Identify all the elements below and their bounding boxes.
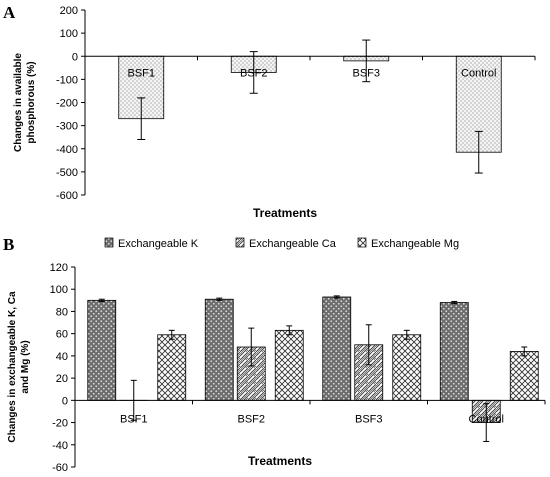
- category-label-bsf3: BSF3: [352, 67, 380, 79]
- y-tick-label: -20: [52, 418, 68, 430]
- y-tick-label: -400: [56, 144, 78, 156]
- y-axis-label-line: Changes in available: [13, 53, 24, 152]
- x-axis-label-a: Treatments: [253, 206, 317, 220]
- panel-letter-b: B: [3, 235, 14, 254]
- bar-control-exchangeable-k: [439, 302, 469, 401]
- y-axis-label-a: Changes in available phosphorous (%): [13, 53, 37, 152]
- legend-swatch-exchangeable-ca: [235, 237, 245, 248]
- legend-label-exchangeable-mg: Exchangeable Mg: [371, 238, 459, 250]
- y-axis-label-line: phosphorous (%): [26, 61, 37, 143]
- bar-control-exchangeable-mg: [509, 351, 539, 401]
- legend-b: Exchangeable K Exchangeable Ca Exchangeabl…: [104, 237, 459, 250]
- legend-swatch-exchangeable-k: [104, 237, 114, 248]
- y-axis-label-line: and Mg (%): [20, 340, 31, 393]
- category-label-bsf1: BSF1: [120, 413, 148, 425]
- y-tick-label: 100: [60, 28, 78, 40]
- y-tick-label: 0: [62, 395, 68, 407]
- y-tick-label: -40: [52, 440, 68, 452]
- y-tick-label: -60: [52, 462, 68, 474]
- legend-label-exchangeable-ca: Exchangeable Ca: [249, 238, 337, 250]
- bar-bsf3-exchangeable-mg: [392, 334, 422, 401]
- x-axis-label-b: Treatments: [248, 454, 312, 468]
- y-tick-label: -500: [56, 167, 78, 179]
- panel-letter-a: A: [3, 3, 16, 22]
- category-label-control: Control: [469, 413, 504, 425]
- y-tick-label: -600: [56, 190, 78, 202]
- y-tick-label: 20: [56, 373, 68, 385]
- chart-a: A Changes in available phosphorous (%) -6…: [3, 3, 536, 220]
- y-tick-label: 120: [50, 262, 68, 274]
- y-tick-label: 80: [56, 306, 68, 318]
- bar-bsf2-exchangeable-k: [204, 298, 234, 401]
- legend-swatch-exchangeable-mg: [357, 237, 367, 248]
- y-axis-label-b: Changes in exchangeable K, Ca and Mg (%): [7, 291, 31, 443]
- legend-label-exchangeable-k: Exchangeable K: [118, 238, 199, 250]
- bar-bsf1-exchangeable-mg: [157, 334, 187, 401]
- y-tick-label: 100: [50, 284, 68, 296]
- y-tick-label: -300: [56, 121, 78, 133]
- category-label-bsf1: BSF1: [127, 67, 155, 79]
- category-label-bsf2: BSF2: [237, 413, 265, 425]
- category-label-bsf2: BSF2: [240, 67, 268, 79]
- category-label-bsf3: BSF3: [355, 413, 383, 425]
- y-tick-label: 0: [72, 51, 78, 63]
- bar-bsf2-exchangeable-mg: [274, 329, 304, 401]
- bar-bsf3-exchangeable-k: [322, 296, 352, 401]
- y-tick-label: -100: [56, 74, 78, 86]
- chart-b: B Exchangeable K Exchangeable Ca Exchangea…: [3, 235, 546, 474]
- category-label-control: Control: [461, 67, 496, 79]
- y-tick-label: 60: [56, 329, 68, 341]
- y-tick-label: -200: [56, 98, 78, 110]
- y-axis-label-line: Changes in exchangeable K, Ca: [7, 291, 18, 443]
- bar-bsf1-exchangeable-k: [87, 299, 117, 401]
- y-tick-label: 200: [60, 5, 78, 17]
- y-tick-label: 40: [56, 351, 68, 363]
